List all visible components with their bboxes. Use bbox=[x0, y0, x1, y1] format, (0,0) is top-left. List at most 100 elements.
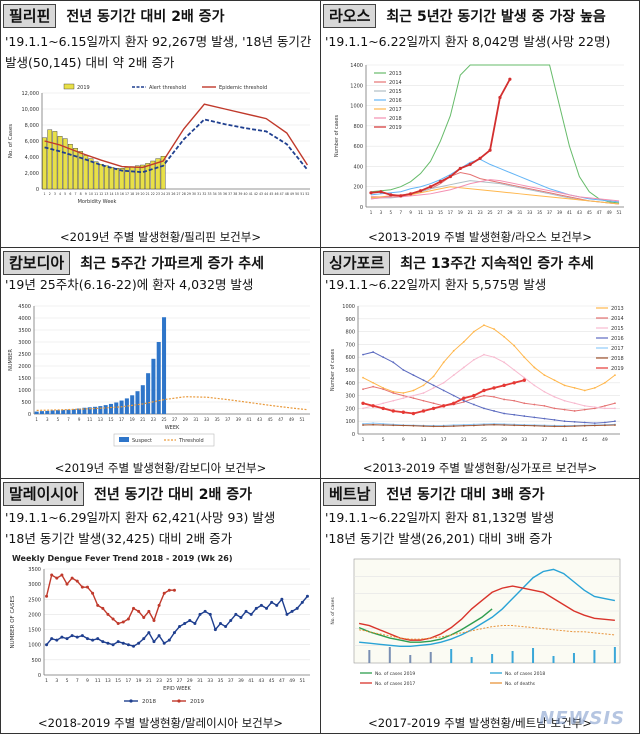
y-tick-label: 100 bbox=[345, 419, 355, 425]
point-2016 bbox=[614, 420, 616, 423]
x-tick-label: 9 bbox=[409, 210, 412, 215]
chart-singapore: 0 100 200 300 400 500 600 700 800 900 1000 Number o… bbox=[330, 304, 624, 443]
panel-laos: 라오스 최근 5년간 동기간 발생 중 가장 높음 '19.1.1~6.22일까… bbox=[320, 0, 640, 248]
x-tick-label: 17 bbox=[441, 437, 447, 443]
x-tick-label: 33 bbox=[521, 437, 527, 443]
point-2013 bbox=[523, 356, 526, 359]
point-2018 bbox=[280, 597, 284, 601]
point-2018 bbox=[372, 423, 375, 426]
x-tick-label: 13 bbox=[98, 417, 104, 422]
y-tick-label: 2000 bbox=[28, 612, 41, 618]
x-tick-label: 4 bbox=[59, 192, 61, 196]
x-tick-label: 5 bbox=[390, 210, 393, 215]
point-2018 bbox=[50, 637, 54, 641]
y-tick-label: 1200 bbox=[350, 83, 363, 89]
bar-week-1 bbox=[42, 137, 47, 190]
x-tick-label: 23 bbox=[151, 417, 157, 422]
point-2019 bbox=[167, 588, 171, 592]
x-tick-label: 41 bbox=[249, 192, 253, 196]
chart-axes: Weekly Dengue Fever Trend 2018 - 2019 (W… bbox=[10, 554, 310, 692]
point-2019 bbox=[369, 191, 373, 195]
bar-week-8 bbox=[78, 151, 84, 190]
y-tick-label: 2500 bbox=[28, 597, 41, 603]
point-2013 bbox=[462, 340, 465, 343]
chart-philippines: 0 2,000 4,000 6,000 8,000 10,000 12,000 No. of … bbox=[8, 83, 310, 205]
point-2014 bbox=[422, 399, 425, 402]
point-2018 bbox=[218, 622, 222, 626]
legend-label: No. of cases 2019 bbox=[375, 671, 415, 677]
bar-week-13 bbox=[104, 165, 109, 190]
bar-week-8 bbox=[71, 409, 76, 414]
x-tick-label: 43 bbox=[259, 192, 263, 196]
desc-line-1: '19.1.1~6.22일까지 환자 5,575명 발생 bbox=[325, 277, 547, 292]
x-tick-label: 5 bbox=[57, 417, 60, 422]
death-bar bbox=[429, 652, 432, 663]
point-2019 bbox=[60, 573, 64, 577]
x-tick-label: 22 bbox=[151, 192, 155, 196]
x-tick-label: 21 bbox=[146, 192, 150, 196]
x-tick-label: 29 bbox=[183, 417, 189, 422]
legend-label: 2013 bbox=[611, 306, 624, 312]
x-tick-label: 11 bbox=[95, 678, 101, 684]
bar-week-15 bbox=[108, 403, 113, 414]
death-bar bbox=[532, 648, 535, 663]
point-2015 bbox=[472, 358, 475, 361]
point-2018 bbox=[452, 425, 455, 427]
point-2018 bbox=[442, 425, 445, 428]
x-tick-label: 49 bbox=[607, 210, 613, 215]
x-tick-label: 28 bbox=[182, 192, 186, 196]
point-2019 bbox=[448, 174, 452, 179]
legend-label: 2017 bbox=[389, 107, 402, 113]
bar-week-5 bbox=[55, 410, 60, 414]
panel-title-row: 베트남 전년 동기간 대비 3배 증가 bbox=[323, 481, 637, 507]
point-2014 bbox=[412, 397, 415, 400]
legend-label: 2018 bbox=[389, 116, 402, 122]
point-2013 bbox=[372, 381, 375, 384]
point-2016 bbox=[392, 361, 395, 364]
point-2013 bbox=[614, 374, 616, 377]
point-2019 bbox=[428, 185, 433, 189]
chart-axes: 0 2,000 4,000 6,000 8,000 10,000 12,000 No. of … bbox=[8, 91, 310, 205]
point-2019 bbox=[80, 585, 84, 589]
point-2019 bbox=[468, 162, 472, 166]
line-series bbox=[369, 64, 620, 205]
desc-line-1: '19.1.1~6.22일까지 환자 81,132명 발생 bbox=[325, 510, 555, 525]
desc-line-2: '18년 동기간 발생(32,425) 대비 2배 증가 bbox=[5, 531, 233, 546]
x-tick-label: 32 bbox=[202, 192, 206, 196]
x-tick-label: 39 bbox=[238, 192, 242, 196]
x-tick-label: 11 bbox=[94, 192, 98, 196]
point-2018 bbox=[116, 640, 120, 644]
point-2015 bbox=[543, 390, 546, 393]
x-tick-label: 29 bbox=[501, 437, 507, 443]
point-2018 bbox=[543, 425, 546, 427]
point-2014 bbox=[472, 397, 475, 400]
y-tick-label: 1000 bbox=[28, 643, 41, 649]
point-2013 bbox=[392, 390, 395, 393]
point-2015 bbox=[432, 387, 435, 389]
x-tick-label: 5 bbox=[382, 437, 385, 443]
point-2018 bbox=[157, 634, 161, 638]
point-2019 bbox=[96, 603, 100, 607]
series-line-2015 bbox=[362, 354, 615, 409]
y-tick-label: 400 bbox=[353, 164, 363, 170]
x-tick-label: 17 bbox=[119, 417, 125, 422]
point-2019 bbox=[137, 609, 141, 613]
bar-week-16 bbox=[119, 167, 125, 190]
x-tick-label: 41 bbox=[567, 210, 573, 215]
point-2018 bbox=[101, 640, 105, 644]
x-tick-label: 30 bbox=[192, 192, 196, 196]
x-tick-label: 23 bbox=[478, 210, 484, 215]
chart-legend: 2013 2014 2015 2016 2017 2018 2019 bbox=[374, 71, 402, 131]
point-2013 bbox=[553, 379, 556, 382]
x-tick-label: 39 bbox=[238, 678, 244, 684]
point-2019 bbox=[381, 406, 385, 411]
desc-line-1: '19.1.1~6.15일까지 환자 92,267명 발생, '18년 동기간 bbox=[5, 34, 312, 49]
y-tick-label: 8,000 bbox=[25, 123, 39, 129]
point-2018 bbox=[213, 628, 217, 632]
x-tick-label: 50 bbox=[295, 192, 299, 196]
x-tick-label: 21 bbox=[146, 678, 152, 684]
y-axis-title: Number of cases bbox=[330, 349, 336, 392]
point-2015 bbox=[483, 353, 485, 356]
y-tick-label: 2,000 bbox=[25, 171, 39, 177]
legend-label: No. of cases 2017 bbox=[375, 681, 415, 687]
